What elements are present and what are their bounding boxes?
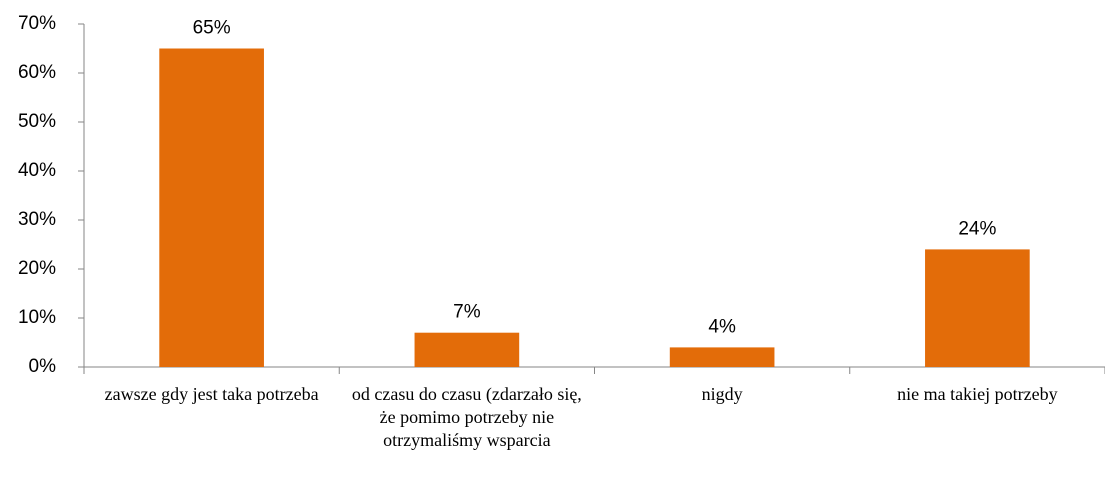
value-label: 24% bbox=[958, 218, 996, 239]
x-tick-label: nie ma takiej potrzeby bbox=[897, 384, 1058, 404]
y-tick-label: 50% bbox=[18, 111, 56, 132]
value-label: 4% bbox=[708, 316, 736, 337]
y-tick-label: 10% bbox=[18, 307, 56, 328]
y-tick-label: 0% bbox=[29, 356, 57, 377]
x-tick-label: nigdy bbox=[701, 384, 743, 404]
y-tick-label: 70% bbox=[18, 13, 56, 34]
y-tick-label: 40% bbox=[18, 160, 56, 181]
y-tick-label: 30% bbox=[18, 209, 56, 230]
bar bbox=[414, 332, 520, 367]
bar bbox=[669, 347, 775, 367]
bar bbox=[159, 48, 264, 367]
x-tick-label: zawsze gdy jest taka potrzeba bbox=[104, 384, 319, 404]
x-tick-label: od czasu do czasu (zdarzało się, że pomi… bbox=[351, 384, 582, 450]
bar bbox=[925, 249, 1030, 367]
y-tick-label: 60% bbox=[18, 62, 56, 83]
value-label: 65% bbox=[193, 18, 231, 39]
value-label: 7% bbox=[453, 302, 481, 323]
y-tick-label: 20% bbox=[18, 258, 56, 279]
